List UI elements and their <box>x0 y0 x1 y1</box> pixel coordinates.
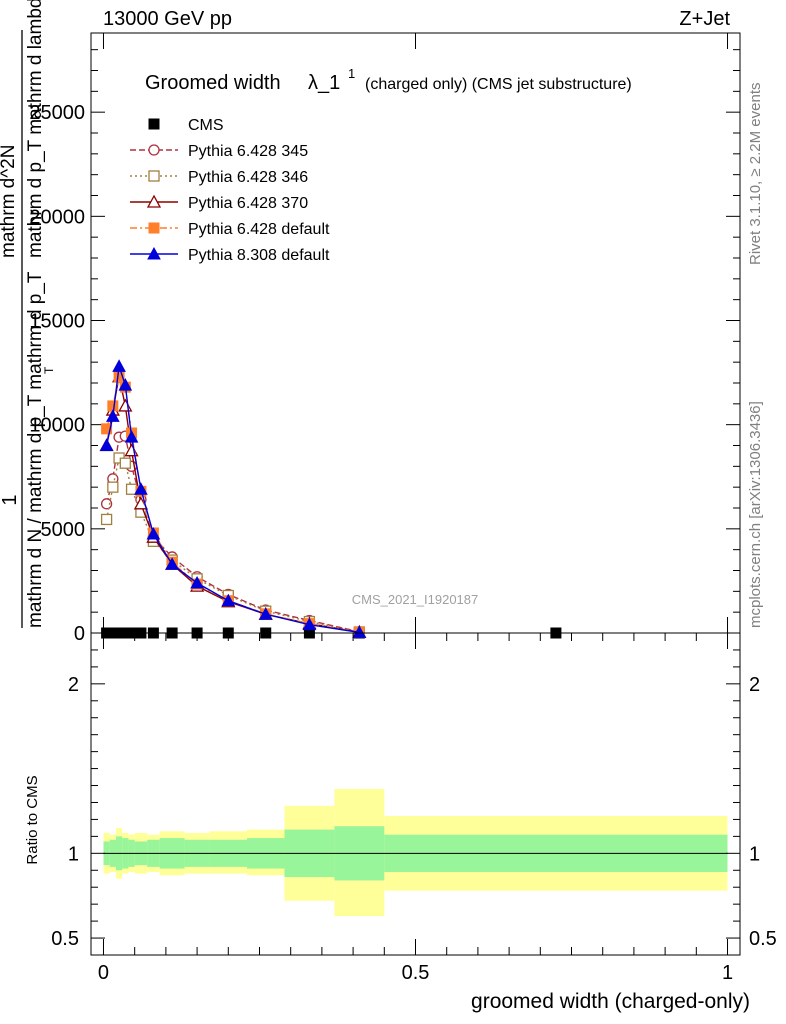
legend-label: Pythia 6.428 default <box>188 221 330 238</box>
series-point <box>105 409 120 422</box>
title-rest: (charged only) (CMS jet substructure) <box>365 76 632 93</box>
xlabel: groomed width (charged-only) <box>471 990 750 1013</box>
legend-marker <box>148 222 160 234</box>
rivet-label: Rivet 3.1.10, ≥ 2.2M events <box>747 83 764 266</box>
main-ytick-label: 0 <box>74 623 85 645</box>
series-point <box>112 359 126 372</box>
series-5 <box>99 359 367 638</box>
series-point <box>258 607 273 620</box>
series-point <box>165 557 179 570</box>
series-point <box>302 617 317 631</box>
series-2 <box>100 452 365 638</box>
xtick-label: 0.5 <box>402 962 430 984</box>
series-point <box>107 481 119 493</box>
main-panel: 0 5000 10000 15000 20000 25000 <box>29 32 741 645</box>
series-point <box>221 593 236 607</box>
header-left: 13000 GeV pp <box>103 8 232 30</box>
main-ylabel: 1 mathrm d N / mathrm d p_T mathrm d p_T… <box>0 0 56 628</box>
series-point <box>134 482 148 495</box>
plot-title: Groomed width λ_1 1 (charged only) (CMS … <box>145 66 632 94</box>
mcplots-label: mcplots.cern.ch [arXiv:1306.3436] <box>747 401 764 628</box>
header-right: Z+Jet <box>679 8 730 30</box>
ylabel-sub: T <box>42 366 56 374</box>
main-ytick-label: 15000 <box>29 311 85 333</box>
ratio-frame <box>90 632 741 956</box>
series-point <box>100 498 113 510</box>
series-point <box>118 398 133 412</box>
main-ytick-label: 20000 <box>29 206 85 228</box>
ratio-panel: 0.5 0.5 1 1 2 2 0 0.5 1 <box>51 632 777 984</box>
ratio-ytick-label: 0.5 <box>51 928 79 950</box>
title-sup: 1 <box>348 66 355 81</box>
legend-label: CMS <box>188 117 224 134</box>
legend-label: Pythia 6.428 370 <box>188 195 308 212</box>
series-point <box>101 423 113 435</box>
series-point <box>125 483 138 495</box>
ylabel-top: 1 <box>0 494 21 505</box>
series-point <box>119 457 131 469</box>
series-point <box>99 438 114 451</box>
ratio-ytick-label-right: 2 <box>749 674 760 696</box>
ratio-ytick-label-right: 1 <box>749 843 760 865</box>
series-point <box>352 625 367 638</box>
legend-marker <box>148 170 160 182</box>
legend-marker <box>146 194 162 208</box>
ratio-ytick-label: 2 <box>68 674 79 696</box>
ylabel-denominator: mathrm d N / mathrm d p_T mathrm d p_T <box>25 271 46 628</box>
ratio-ytick-label: 1 <box>68 843 79 865</box>
watermark: CMS_2021_I1920187 <box>352 592 479 607</box>
legend-label: Pythia 6.428 346 <box>188 169 308 186</box>
legend-label: Pythia 8.308 default <box>188 247 330 264</box>
ratio-ylabel: Ratio to CMS <box>24 775 41 864</box>
legend: CMS Pythia 6.428 345 Pythia 6.428 346 Pythi… <box>130 117 330 264</box>
ratio-ytick-label-right: 0.5 <box>749 928 777 950</box>
xtick-label: 0 <box>98 962 109 984</box>
title-symbol: λ_1 <box>308 72 340 94</box>
series-point <box>146 526 161 540</box>
series-point <box>190 575 204 589</box>
series-point <box>100 513 113 526</box>
series-point <box>124 430 139 443</box>
legend-marker <box>147 246 161 260</box>
legend-marker <box>148 144 160 156</box>
series-point <box>118 378 133 391</box>
xtick-label: 1 <box>722 962 733 984</box>
ylabel-numerator-extra: mathrm d p_T mathrm d lambda <box>25 0 46 258</box>
legend-marker <box>148 118 160 130</box>
ylabel-numerator: mathrm d^2N <box>0 145 19 258</box>
title-main: Groomed width <box>145 72 281 94</box>
main-ytick-label: 25000 <box>29 102 85 124</box>
legend-label: Pythia 6.428 345 <box>188 143 308 160</box>
main-ytick-label: 10000 <box>29 415 85 437</box>
main-ytick-label: 5000 <box>41 519 86 541</box>
